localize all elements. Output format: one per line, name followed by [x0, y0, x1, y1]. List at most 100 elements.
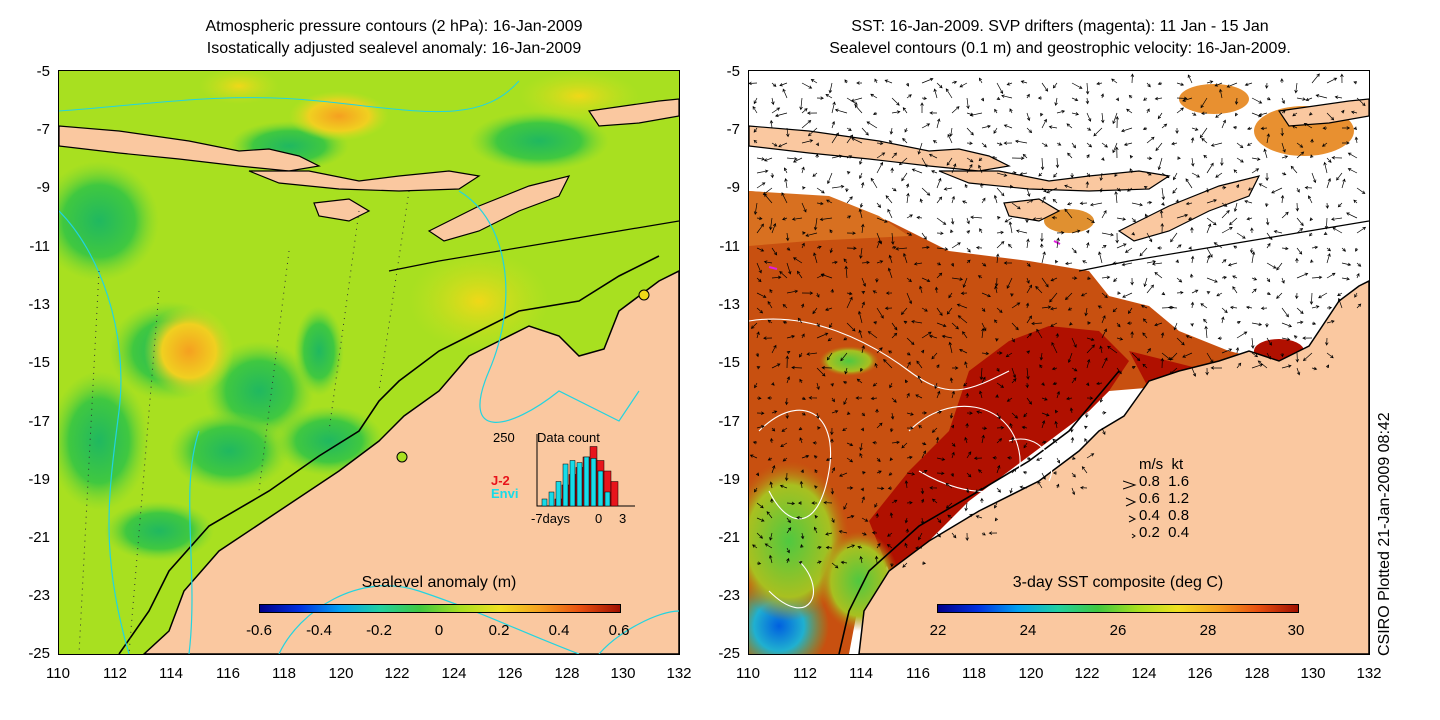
velocity-arrow [1356, 262, 1362, 267]
velocity-arrow [1041, 420, 1046, 429]
velocity-arrow [846, 544, 856, 549]
velocity-arrow [1128, 94, 1133, 99]
velocity-arrow [1221, 307, 1228, 314]
inset-bar-series2 [597, 470, 604, 507]
velocity-arrow [1266, 97, 1271, 101]
velocity-arrow [964, 436, 968, 444]
island-chain [59, 125, 321, 172]
velocity-arrow [1168, 305, 1178, 310]
right-y-tick: -19 [718, 471, 740, 488]
right-x-tick: 132 [1356, 665, 1382, 682]
velocity-arrow [1246, 142, 1253, 146]
velocity-arrow [1056, 457, 1061, 464]
velocity-arrow [950, 229, 954, 234]
velocity-arrow [1235, 346, 1240, 354]
velocity-arrow [888, 350, 893, 354]
velocity-arrow [1026, 332, 1032, 339]
velocity-arrow [1356, 226, 1367, 234]
velocity-arrow [1341, 277, 1350, 281]
velocity-arrow [859, 367, 864, 372]
velocity-arrow [1032, 217, 1043, 221]
velocity-arrow [876, 307, 884, 319]
velocity-arrow [934, 286, 939, 294]
right-colorbar [937, 604, 1299, 613]
velocity-arrow [1011, 378, 1017, 384]
velocity-arrow [915, 546, 923, 550]
inset-bar-series2 [548, 491, 555, 507]
velocity-arrow [1086, 112, 1092, 122]
velocity-arrow [1098, 251, 1103, 264]
velocity-arrow [936, 231, 944, 236]
velocity-arrow [1015, 229, 1028, 234]
velocity-arrow [756, 517, 765, 522]
satellite-track [128, 290, 160, 654]
right-title-line2: Sealevel contours (0.1 m) and geostrophi… [829, 40, 1291, 57]
velocity-arrow [996, 307, 1003, 314]
velocity-arrow [936, 410, 943, 414]
velocity-arrow [906, 277, 912, 283]
velocity-arrow [1161, 202, 1165, 206]
velocity-arrow [1247, 187, 1253, 191]
velocity-arrow [1161, 291, 1166, 296]
velocity-arrow [1266, 352, 1271, 360]
velocity-arrow [771, 223, 777, 234]
velocity-arrow [884, 306, 893, 310]
left-y-tick: -19 [28, 471, 50, 488]
velocity-arrow [1070, 427, 1074, 433]
inset-bar-series2 [569, 460, 576, 507]
velocity-arrow [770, 498, 774, 504]
velocity-arrow [978, 157, 983, 162]
velocity-arrow [825, 532, 833, 536]
velocity-arrow [891, 440, 900, 445]
velocity-arrow [1146, 260, 1157, 264]
left-x-tick: 116 [216, 665, 240, 682]
velocity-arrow [1086, 344, 1095, 354]
island-chain [1277, 98, 1369, 127]
left-y-tick: -17 [28, 413, 50, 430]
velocity-arrow [888, 472, 893, 476]
inset-x-label-left: -7days [531, 511, 571, 526]
velocity-arrow [1199, 127, 1208, 139]
velocity-arrow [785, 412, 789, 419]
right-colorbar-tick: 24 [1019, 622, 1037, 639]
velocity-arrow [935, 436, 940, 444]
velocity-arrow [1056, 390, 1060, 399]
velocity-arrow [860, 487, 864, 492]
velocity-arrow [1157, 112, 1163, 120]
velocity-arrow [921, 561, 927, 565]
sealevel-contour [1008, 438, 1053, 482]
velocity-arrow [948, 292, 953, 299]
velocity-arrow [805, 232, 818, 237]
velocity-arrow [1151, 262, 1163, 266]
velocity-arrow [1115, 232, 1119, 244]
velocity-arrow [1281, 307, 1289, 318]
velocity-arrow [1160, 357, 1165, 369]
velocity-arrow [1249, 247, 1254, 254]
velocity-arrow [798, 501, 803, 505]
velocity-arrow [1200, 97, 1208, 109]
velocity-arrow [1101, 315, 1106, 324]
velocity-arrow [1096, 81, 1103, 86]
velocity-arrow [1099, 172, 1103, 182]
velocity-arrow [1107, 345, 1118, 354]
right-y-tick: -5 [726, 63, 740, 80]
velocity-arrow [1086, 396, 1094, 400]
velocity-arrow [876, 152, 886, 159]
velocity-arrow [996, 216, 1001, 220]
island-chain [749, 125, 1011, 172]
velocity-arrow [846, 457, 854, 463]
velocity-arrow [1229, 217, 1238, 226]
velocity-arrow [988, 531, 998, 535]
velocity-arrow [846, 134, 854, 144]
velocity-arrow [876, 202, 882, 208]
velocity-arrow [1066, 123, 1073, 129]
velocity-arrow [1341, 109, 1345, 114]
velocity-arrow [857, 545, 863, 550]
velocity-arrow [782, 304, 788, 309]
velocity-arrow [1251, 322, 1263, 327]
velocity-arrow [1086, 358, 1091, 369]
velocity-arrow [875, 277, 879, 283]
velocity-arrow [898, 157, 908, 166]
velocity-arrow [1206, 199, 1218, 204]
velocity-arrow [1009, 108, 1013, 114]
